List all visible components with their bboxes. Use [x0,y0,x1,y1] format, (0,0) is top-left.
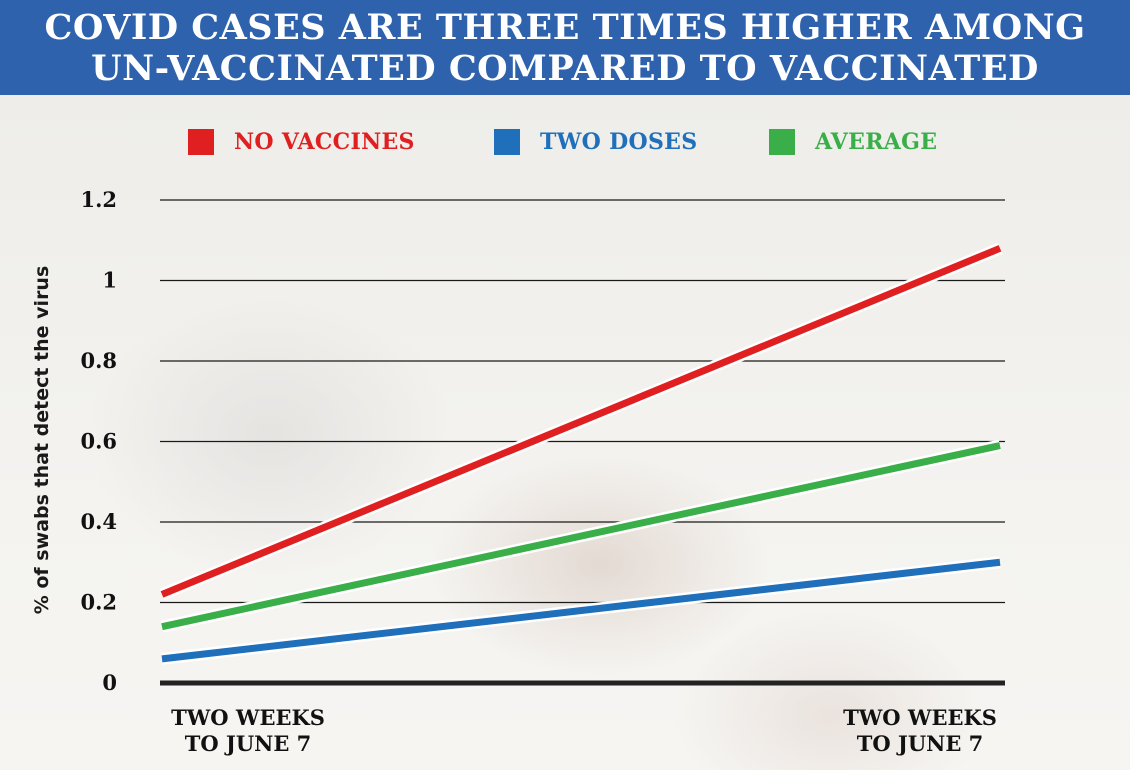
legend-label-two-doses: TWO DOSES [540,129,698,155]
y-tick-label: 0 [102,670,117,695]
legend-swatch-no-vaccines [188,129,214,155]
chart-legend: NO VACCINES TWO DOSES AVERAGE [0,122,1130,162]
x-tick-label-end-line-1: TWO WEEKS [843,705,997,730]
legend-item-two-doses: TWO DOSES [494,122,697,162]
legend-item-average: AVERAGE [769,122,937,162]
series-line-average [161,442,1001,631]
x-tick-label-end-line-2: TO JUNE 7 [856,731,984,756]
y-tick-label: 1 [102,268,117,293]
y-tick-label: 0.2 [80,590,117,615]
x-tick-label-start-line-1: TWO WEEKS [171,705,325,730]
x-tick-label-start: TWO WEEKS TO JUNE 7 [138,705,358,757]
y-tick-label: 0.4 [80,509,117,534]
legend-label-average: AVERAGE [815,129,938,155]
series-line-no-vaccines [160,245,1002,598]
x-tick-label-end: TWO WEEKS TO JUNE 7 [810,705,1030,757]
y-tick-label: 1.2 [80,187,117,212]
chart-title-banner: COVID CASES ARE THREE TIMES HIGHER AMONG… [0,0,1130,95]
legend-label-no-vaccines: NO VACCINES [234,129,415,155]
legend-item-no-vaccines: NO VACCINES [188,122,415,162]
y-tick-label: 0.6 [80,429,117,454]
chart-title-line-1: COVID CASES ARE THREE TIMES HIGHER AMONG [44,6,1086,48]
legend-swatch-average [769,129,795,155]
series-line-two-doses [161,558,1001,663]
y-tick-label: 0.8 [80,348,117,373]
chart-title-line-2: UN-VACCINATED COMPARED TO VACCINATED [91,47,1039,89]
x-tick-label-start-line-2: TO JUNE 7 [184,731,312,756]
legend-swatch-two-doses [494,129,520,155]
